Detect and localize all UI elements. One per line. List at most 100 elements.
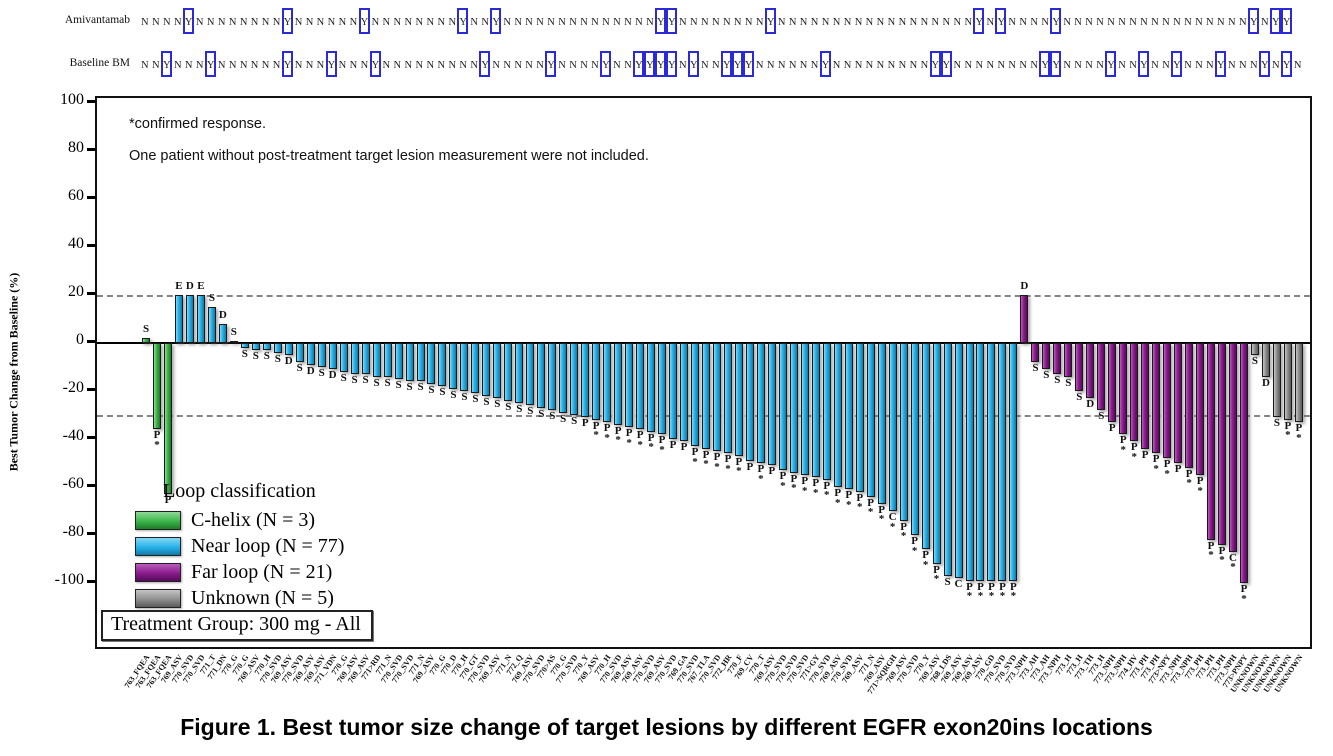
biomarker-cell: N bbox=[755, 60, 764, 71]
bar-770_svd bbox=[1009, 343, 1018, 581]
bar-771_n bbox=[416, 343, 425, 382]
biomarker-cell: N bbox=[997, 60, 1006, 71]
response-letter: P * bbox=[702, 448, 710, 471]
biomarker-cell: N bbox=[1096, 17, 1104, 28]
biomarker-cell: N bbox=[294, 60, 303, 71]
bar-773_ph bbox=[1152, 343, 1161, 454]
biomarker-cell: N bbox=[1217, 17, 1225, 28]
biomarker-cell: N bbox=[349, 17, 358, 28]
biomarker-cell: N bbox=[547, 17, 555, 28]
bar-773_ph bbox=[1196, 343, 1205, 475]
biomarker-cell: N bbox=[942, 17, 951, 28]
biomarker-cell: Y bbox=[1050, 51, 1062, 77]
bar-769_asv bbox=[284, 343, 293, 355]
biomarker-cell: N bbox=[700, 17, 709, 28]
biomarker-cell: N bbox=[1271, 60, 1280, 71]
bar-773_nph bbox=[1174, 343, 1183, 463]
response-letter: P * bbox=[834, 487, 842, 509]
biomarker-cell: Y bbox=[1039, 51, 1051, 77]
biomarker-cell: N bbox=[876, 60, 885, 71]
biomarker-cell: Y bbox=[929, 51, 941, 77]
response-letter: P * bbox=[1196, 475, 1204, 497]
response-letter: P * bbox=[592, 419, 600, 442]
response-letter: P bbox=[1174, 463, 1182, 475]
biomarker-cell: N bbox=[986, 17, 995, 28]
bar-771_dn bbox=[218, 323, 227, 343]
bar-769_asv bbox=[251, 343, 260, 351]
bar-774_hv bbox=[1130, 343, 1139, 442]
bar-769_asv bbox=[636, 343, 645, 430]
biomarker-cell: N bbox=[865, 17, 874, 28]
biomarker-cell: N bbox=[404, 17, 413, 28]
y-tick-label: 80 bbox=[68, 139, 84, 156]
biomarker-cell: Y bbox=[666, 8, 678, 34]
biomarker-cell: N bbox=[613, 17, 621, 28]
biomarker-cell: Y bbox=[281, 51, 293, 77]
bar-770_svd bbox=[295, 343, 304, 363]
biomarker-cell: N bbox=[1249, 60, 1258, 71]
response-letter: P bbox=[164, 494, 172, 507]
plot-annotations: *confirmed response. One patient without… bbox=[129, 116, 649, 180]
biomarker-cell: N bbox=[799, 17, 808, 28]
response-letter: D bbox=[1020, 280, 1029, 292]
response-letter: E bbox=[175, 280, 183, 292]
response-letter: P * bbox=[1152, 453, 1160, 475]
response-letter: P bbox=[768, 465, 776, 478]
response-letter: S bbox=[274, 352, 281, 365]
response-letter: P * bbox=[735, 455, 743, 478]
biomarker-cell: N bbox=[382, 17, 391, 28]
response-letter: P bbox=[581, 417, 589, 430]
note-patient-excluded: One patient without post-treatment targe… bbox=[129, 148, 649, 164]
biomarker-cell: N bbox=[1063, 60, 1071, 71]
biomarker-cell: Y bbox=[819, 51, 831, 77]
biomarker-cell: N bbox=[1162, 17, 1170, 28]
biomarker-cell: Y bbox=[720, 51, 732, 77]
biomarker-cell: Y bbox=[1247, 8, 1259, 34]
legend-title: Loop classification bbox=[163, 480, 316, 502]
bar-770_svd bbox=[822, 343, 831, 480]
biomarker-cell: N bbox=[755, 17, 764, 28]
biomarker-cell: N bbox=[1030, 17, 1038, 28]
bar-773_h bbox=[1064, 343, 1073, 377]
biomarker-cell: N bbox=[1118, 60, 1126, 71]
biomarker-cell: N bbox=[1184, 17, 1192, 28]
y-tick-mark bbox=[87, 435, 95, 439]
bar-770_h bbox=[460, 343, 469, 391]
legend-item: Far loop (N = 21) bbox=[135, 559, 344, 585]
biomarker-cell: Y bbox=[358, 8, 370, 34]
bar-770_svd bbox=[614, 343, 623, 425]
response-letter: D bbox=[218, 308, 227, 321]
bar-773>pnpy bbox=[1240, 343, 1248, 583]
biomarker-cell: N bbox=[953, 17, 962, 28]
biomarker-cell: Y bbox=[479, 51, 491, 77]
y-tick-mark bbox=[87, 531, 95, 535]
y-tick-label: 20 bbox=[68, 283, 84, 300]
biomarker-cell: N bbox=[1085, 60, 1093, 71]
biomarker-cell: N bbox=[481, 17, 489, 28]
biomarker-cell: N bbox=[349, 60, 358, 71]
bar-772_q bbox=[515, 343, 524, 403]
biomarker-cell: N bbox=[360, 60, 369, 71]
y-tick-label: -100 bbox=[54, 571, 84, 588]
biomarker-cell: N bbox=[1195, 60, 1203, 71]
bar-unknown bbox=[1272, 343, 1281, 418]
bar-770_svd bbox=[998, 343, 1007, 581]
bar-unknown bbox=[1294, 343, 1303, 423]
biomarker-cell: N bbox=[1030, 60, 1038, 71]
response-letter: C * bbox=[888, 511, 897, 533]
biomarker-cell: N bbox=[151, 17, 160, 28]
response-letter: P * bbox=[625, 427, 633, 449]
biomarker-cell: N bbox=[569, 17, 577, 28]
bar-773_th bbox=[1086, 343, 1095, 399]
biomarker-cell: N bbox=[613, 60, 621, 71]
response-letter: S bbox=[450, 388, 457, 401]
bar-769_asv bbox=[526, 343, 535, 406]
bar-769_asv bbox=[658, 343, 667, 435]
bar-769_asv bbox=[493, 343, 502, 399]
bar-773_nph bbox=[1108, 343, 1117, 423]
bar-770_g bbox=[438, 343, 447, 387]
biomarker-cell: N bbox=[1074, 17, 1082, 28]
response-letter: D bbox=[306, 364, 315, 377]
response-letter: S bbox=[395, 379, 402, 391]
biomarker-cell: N bbox=[250, 17, 259, 28]
